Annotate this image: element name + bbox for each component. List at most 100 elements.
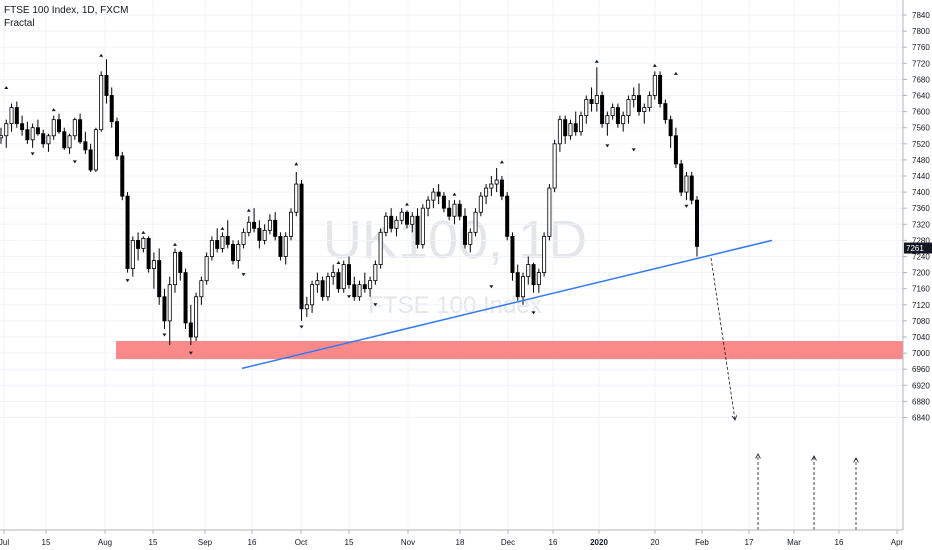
candle-body xyxy=(0,135,4,139)
x-tick-label: 17 xyxy=(745,538,754,547)
candle-body xyxy=(262,229,267,241)
candle-body xyxy=(172,252,177,286)
fractal-up-marker xyxy=(141,230,146,234)
candle-body xyxy=(320,280,325,298)
candle-body xyxy=(331,272,336,278)
candle-body xyxy=(215,239,220,249)
y-tick-label: 7400 xyxy=(912,188,930,197)
candle-body xyxy=(615,107,620,125)
x-tick-label: Nov xyxy=(401,538,415,547)
candle-body xyxy=(505,195,510,237)
candle-body xyxy=(494,179,499,185)
candle-body xyxy=(220,235,225,249)
candle-body xyxy=(299,183,304,310)
candle-body xyxy=(573,123,578,133)
candle-body xyxy=(57,119,62,133)
y-tick-label: 7560 xyxy=(912,124,930,133)
trendline[interactable] xyxy=(241,239,773,370)
fractal-down-marker xyxy=(489,285,494,289)
fractal-down-marker xyxy=(373,303,378,307)
y-tick-label: 6920 xyxy=(912,381,930,390)
candle-body xyxy=(136,239,141,249)
candle-body xyxy=(204,256,209,282)
candle-body xyxy=(441,195,446,209)
x-tick-label: 18 xyxy=(456,538,465,547)
y-tick-label: 7200 xyxy=(912,269,930,278)
candle-body xyxy=(647,95,652,108)
x-tick-label: Sep xyxy=(198,538,213,547)
candle-body xyxy=(610,107,615,117)
projection-arrows xyxy=(710,257,859,530)
projection-line xyxy=(710,257,736,421)
candle-body xyxy=(30,127,35,141)
candle-body xyxy=(146,237,151,269)
x-tick-label: 20 xyxy=(651,538,660,547)
candle-body xyxy=(489,183,494,189)
candle-body xyxy=(120,155,125,197)
symbol-title[interactable]: FTSE 100 Index, 1D, FXCM xyxy=(4,5,129,16)
candle-body xyxy=(594,95,599,104)
candle-body xyxy=(552,143,557,189)
y-tick-label: 7120 xyxy=(912,301,930,310)
indicator-label[interactable]: Fractal xyxy=(4,18,35,29)
candle-body xyxy=(531,264,536,286)
candle-body xyxy=(346,264,351,286)
candle-body xyxy=(241,231,246,245)
candle-body xyxy=(668,119,673,137)
candle-body xyxy=(9,107,14,125)
x-tick-label: Apr xyxy=(891,538,904,547)
candle-body xyxy=(426,199,431,209)
support-zone[interactable] xyxy=(116,341,903,360)
candle-body xyxy=(130,239,135,269)
candle-body xyxy=(631,95,636,100)
candle-body xyxy=(288,211,293,237)
grid xyxy=(0,0,903,530)
fractal-down-marker xyxy=(605,144,610,148)
candle-body xyxy=(563,119,568,137)
y-tick-label: 7440 xyxy=(912,172,930,181)
candle-body xyxy=(357,284,362,298)
price-axis[interactable]: 6840 6880 6920 6960 7000 7040 7080 7120 7160 7200… xyxy=(903,11,930,423)
fractal-up-marker xyxy=(4,85,9,89)
last-price-tag: 7261 xyxy=(904,242,932,254)
candle-body xyxy=(447,207,452,217)
fractal-up-marker xyxy=(405,202,409,206)
candle-body xyxy=(209,239,214,257)
candle-body xyxy=(484,187,489,197)
time-axis[interactable]: Jul 15 Aug 15 Sep 16 Oct 15 Nov 18 Dec 16 2020 20 Feb 1… xyxy=(0,530,904,547)
projection-arrowhead xyxy=(731,415,738,421)
candle-body xyxy=(93,129,98,171)
candle-body xyxy=(278,235,283,257)
fractal-down-marker xyxy=(162,333,167,337)
candle-body xyxy=(621,115,626,125)
projection-arrowhead xyxy=(853,457,859,463)
fractal-up-marker xyxy=(499,160,504,164)
y-tick-label: 7160 xyxy=(912,285,930,294)
candle-body xyxy=(336,272,341,290)
x-tick-label: Jul xyxy=(0,538,9,547)
y-tick-label: 6880 xyxy=(912,397,930,406)
candle-body xyxy=(115,121,120,157)
candle-body xyxy=(557,119,562,145)
y-tick-label: 7680 xyxy=(912,75,930,84)
y-tick-label: 7800 xyxy=(912,27,930,36)
candle-body xyxy=(679,163,684,193)
candle-body xyxy=(626,99,631,117)
fractal-up-marker xyxy=(173,242,177,246)
x-tick-label: Mar xyxy=(787,538,801,547)
candle-body xyxy=(88,149,93,171)
candle-body xyxy=(99,74,104,131)
candle-body xyxy=(584,99,589,117)
candle-body xyxy=(41,133,46,145)
candle-body xyxy=(315,280,320,286)
candle-body xyxy=(67,135,72,149)
candle-body xyxy=(373,264,378,282)
candle-body xyxy=(283,235,288,257)
x-tick-label: 16 xyxy=(835,538,844,547)
candle-body xyxy=(536,272,541,286)
candle-body xyxy=(62,131,67,149)
candle-body xyxy=(547,187,552,237)
fractal-down-marker xyxy=(684,204,689,208)
projection-arrowhead xyxy=(811,455,817,461)
